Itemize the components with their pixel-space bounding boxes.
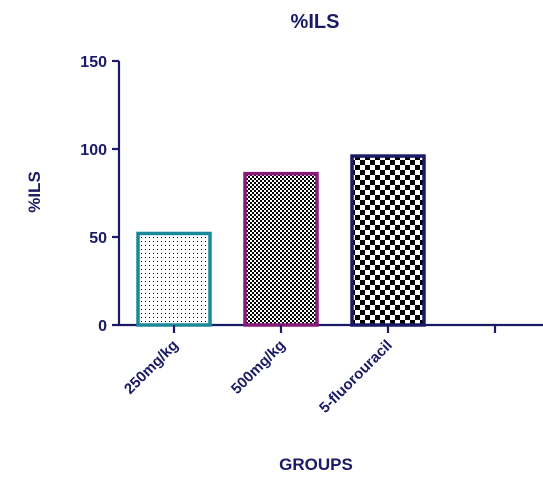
bars-group — [136, 154, 426, 327]
x-tick-label: 5-fluorouracil — [316, 337, 396, 417]
bar — [243, 171, 319, 327]
x-tick-label: 250mg/kg — [121, 337, 182, 398]
y-tick-label: 100 — [80, 142, 107, 159]
y-axis-ticks: 0 50 100 150 — [80, 54, 119, 335]
x-axis-ticks: 250mg/kg 500mg/kg 5-fluorouracil — [121, 325, 497, 417]
x-tick-label: 500mg/kg — [228, 337, 289, 398]
y-tick-label: 150 — [80, 54, 107, 71]
bar — [136, 231, 212, 327]
chart-title: %ILS — [291, 11, 340, 33]
y-axis-title: %ILS — [25, 171, 44, 213]
x-axis-title: GROUPS — [279, 455, 353, 474]
y-tick-label: 0 — [98, 318, 107, 335]
y-tick-label: 50 — [89, 230, 107, 247]
bar — [350, 154, 426, 327]
